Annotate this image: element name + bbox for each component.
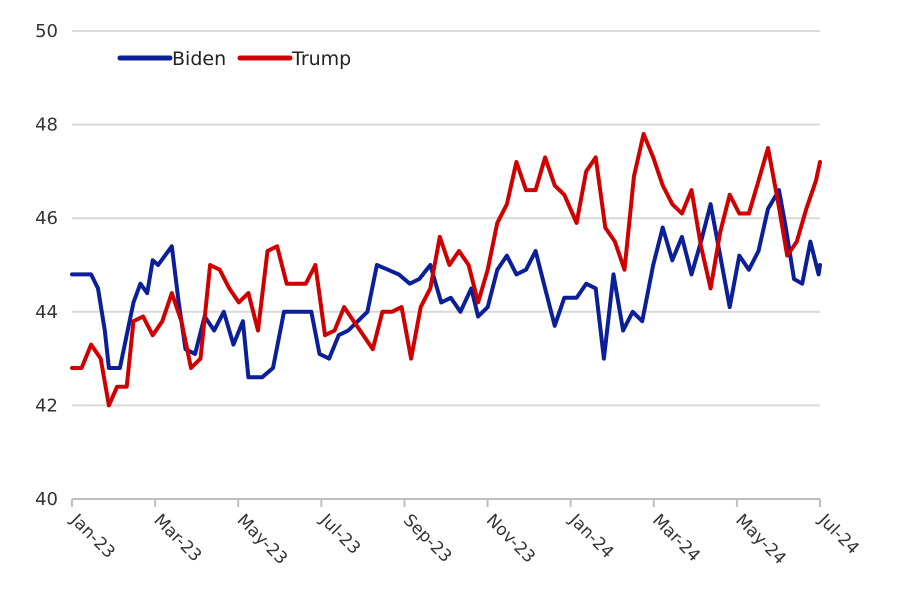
- x-tick-label: Jul-23: [315, 510, 364, 559]
- axes: 40 42 44 46 48 50 Jan-23 Mar-23 May-23 Jul-23 Sep-…: [35, 21, 863, 569]
- y-tick-label: 50: [35, 21, 58, 42]
- y-tick-label: 40: [35, 489, 58, 510]
- x-tick-label: May-23: [233, 510, 291, 568]
- y-tick-label: 46: [35, 208, 58, 229]
- x-tick-label: Jan-23: [66, 510, 119, 563]
- x-tick-label: Mar-23: [150, 510, 206, 566]
- series-lines: [70, 132, 822, 408]
- series-line-trump: [70, 132, 822, 408]
- legend-label-trump: Trump: [291, 48, 351, 70]
- y-tick-label: 42: [35, 395, 58, 416]
- x-tick-label: Mar-24: [648, 510, 704, 566]
- x-tick-label: May-24: [731, 510, 789, 568]
- legend: Biden Trump: [117, 48, 351, 70]
- grid: [72, 30, 820, 407]
- x-tick-label: Jan-24: [564, 510, 617, 563]
- y-tick-label: 48: [35, 115, 58, 136]
- y-tick-label: 44: [35, 302, 58, 323]
- x-tick-label: Sep-23: [399, 510, 455, 566]
- series-line-biden: [70, 188, 822, 380]
- x-tick-label: Nov-23: [482, 510, 539, 567]
- legend-label-biden: Biden: [172, 48, 226, 70]
- x-tick-label: Jul-24: [814, 510, 863, 559]
